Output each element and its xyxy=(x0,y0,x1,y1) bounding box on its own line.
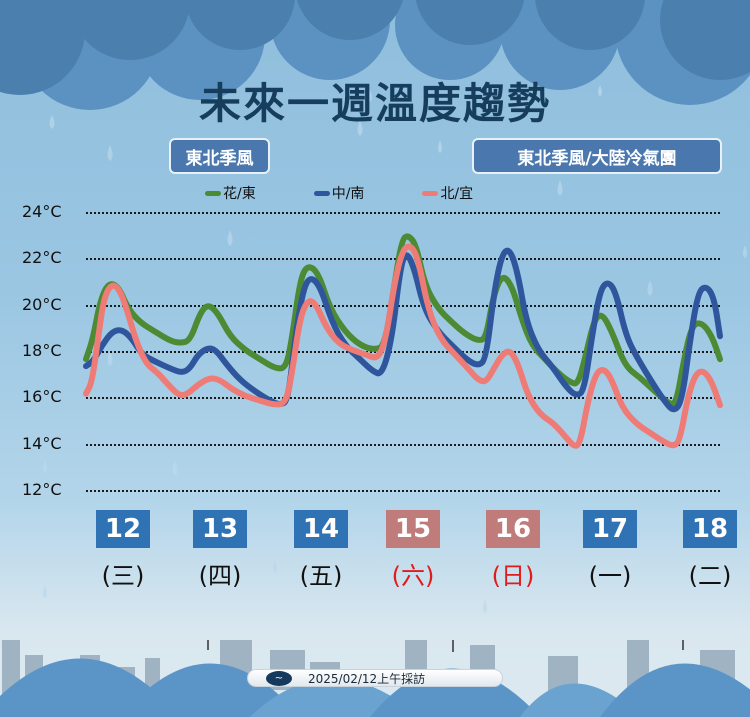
weekday-label: (二) xyxy=(688,562,732,590)
legend-item-central-south: 中/南 xyxy=(313,183,365,203)
date-box: 13 xyxy=(193,510,247,548)
legend-swatch-blue xyxy=(313,190,330,196)
weekday-label: (六) xyxy=(391,562,435,590)
series-line-1 xyxy=(83,247,723,413)
series-line-0 xyxy=(83,233,723,408)
chart-legend: 花/東 中/南 北/宜 xyxy=(205,183,473,203)
date-box: 15 xyxy=(386,510,440,548)
legend-item-hualien-taitung: 花/東 xyxy=(205,183,256,203)
series-line-2 xyxy=(83,243,723,449)
footer-text: 2025/02/12上午採訪 xyxy=(308,671,426,686)
legend-swatch-red xyxy=(422,190,439,196)
weekday-label: (五) xyxy=(299,562,343,590)
gridline xyxy=(86,397,720,399)
cloud-front-icons xyxy=(0,0,750,95)
gridline xyxy=(86,490,720,492)
date-box: 16 xyxy=(486,510,540,548)
legend-label: 中/南 xyxy=(331,186,365,202)
weekday-label: (四) xyxy=(198,562,242,590)
legend-item-north-yilan: 北/宜 xyxy=(422,183,473,203)
logo-icon: ~ xyxy=(266,670,292,686)
y-tick-label: 16°C xyxy=(22,387,62,406)
gridline xyxy=(86,212,720,214)
footer-timestamp-bar: ~ 2025/02/12上午採訪 xyxy=(247,669,503,687)
date-box: 12 xyxy=(96,510,150,548)
y-tick-label: 24°C xyxy=(22,202,62,221)
y-tick-label: 20°C xyxy=(22,295,62,314)
y-tick-label: 14°C xyxy=(22,434,62,453)
date-box: 17 xyxy=(583,510,637,548)
weekday-label: (一) xyxy=(588,562,632,590)
legend-label: 花/東 xyxy=(223,186,256,202)
raindrop-icons xyxy=(43,80,747,613)
y-tick-label: 22°C xyxy=(22,248,62,267)
legend-swatch-green xyxy=(205,190,221,196)
legend-label: 北/宜 xyxy=(440,186,474,202)
tag-monsoon-cold-air-mass: 東北季風/大陸冷氣團 xyxy=(472,138,722,174)
gridline xyxy=(86,351,720,353)
y-tick-label: 12°C xyxy=(22,480,62,499)
y-tick-label: 18°C xyxy=(22,341,62,360)
date-box: 14 xyxy=(294,510,348,548)
weekday-label: (三) xyxy=(101,562,145,590)
weekday-label: (日) xyxy=(491,562,535,590)
tag-northeast-monsoon: 東北季風 xyxy=(169,138,270,174)
page-title: 未來一週溫度趨勢 xyxy=(198,79,551,128)
gridline xyxy=(86,444,720,446)
date-box: 18 xyxy=(683,510,737,548)
gridline xyxy=(86,305,720,307)
